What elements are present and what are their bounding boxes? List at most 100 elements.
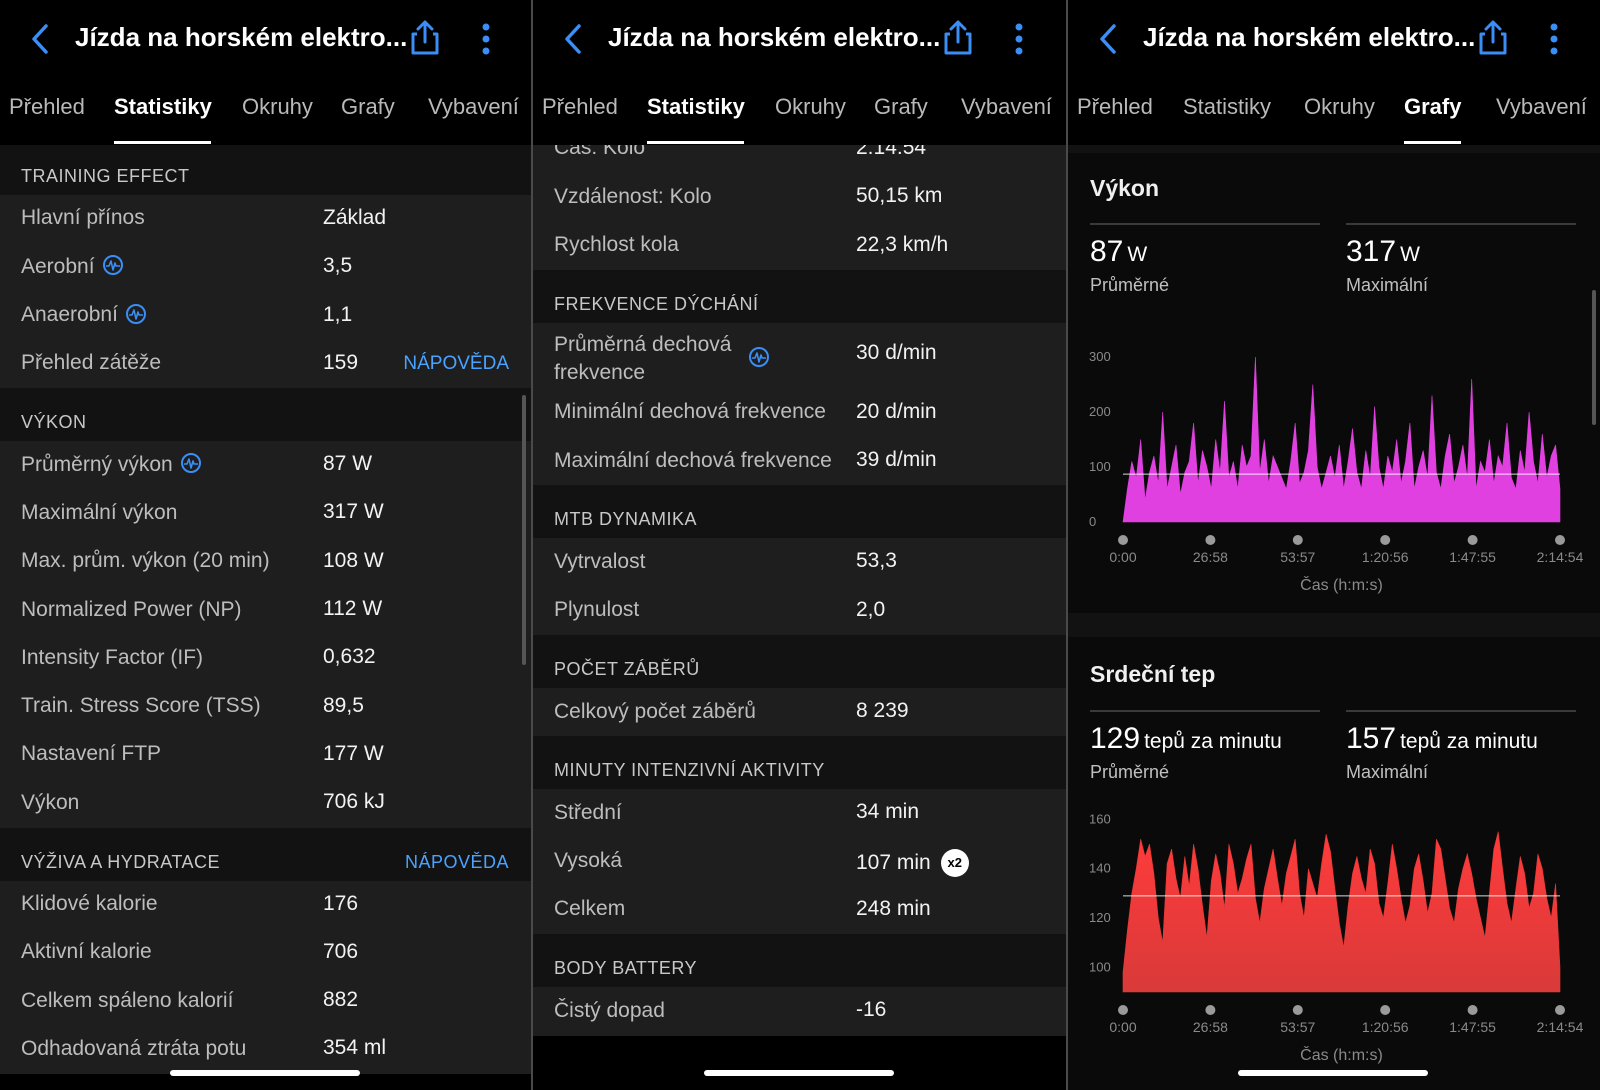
x-axis-label: Čas (h:m:s) xyxy=(1300,1045,1383,1064)
tab-prehled[interactable]: Přehled xyxy=(1077,94,1153,119)
stat-label: Aktivní kalorie xyxy=(21,940,152,964)
stat-label-text: Čas: Kolo xyxy=(554,145,646,160)
back-chevron-icon[interactable] xyxy=(26,20,54,58)
scroll-content: Čas: Kolo 2:14:54 Vzdálenost: Kolo 50,15 km… xyxy=(533,145,1066,1036)
x-axis-label: Čas (h:m:s) xyxy=(1300,575,1383,594)
x-tick-dot xyxy=(1205,1005,1216,1015)
info-icon[interactable] xyxy=(180,453,201,474)
back-chevron-icon[interactable] xyxy=(559,20,587,58)
avg-value: 129 tepů za minutu xyxy=(1090,722,1282,755)
x-tick-dot xyxy=(1205,535,1216,545)
stat-row: Přehled zátěže 159 NÁPOVĚDA xyxy=(0,339,531,389)
x-tick-dot xyxy=(1292,1005,1303,1015)
share-icon[interactable] xyxy=(941,18,975,56)
x-tick-label: 0:00 xyxy=(1109,1019,1136,1035)
phone-screen-statistics-1: Jízda na horském elektro... Přehled Stat… xyxy=(0,0,531,1090)
help-link[interactable]: NÁPOVĚDA xyxy=(404,851,509,872)
section-title: FREKVENCE DÝCHÁNÍ xyxy=(554,293,759,314)
stat-label-text: Train. Stress Score (TSS) xyxy=(21,694,261,718)
tab-okruhy[interactable]: Okruhy xyxy=(242,94,313,119)
x-tick-dot xyxy=(1467,535,1478,545)
stat-value: 20 d/min xyxy=(856,400,937,424)
tab-prehled[interactable]: Přehled xyxy=(542,94,618,119)
stat-row: Vysoká 107 min x2 xyxy=(533,837,1066,886)
stat-label: Max. prům. výkon (20 min) xyxy=(21,549,270,573)
info-icon[interactable] xyxy=(102,255,123,276)
stat-label-text: Průměrná dechová frekvence xyxy=(554,332,732,384)
avg-caption: Průměrné xyxy=(1090,762,1170,782)
info-icon[interactable] xyxy=(749,347,770,368)
tab-bar: Přehled Statistiky Okruhy Grafy Vybavení xyxy=(0,90,531,145)
tab-grafy[interactable]: Grafy xyxy=(874,94,928,119)
section-title: VÝŽIVA A HYDRATACE xyxy=(21,851,221,872)
stat-label-text: Normalized Power (NP) xyxy=(21,597,242,621)
tab-vybaveni[interactable]: Vybavení xyxy=(428,94,519,119)
stat-label-text: Anaerobní xyxy=(21,303,118,327)
activity-title: Jízda na horském elektro... xyxy=(608,22,941,52)
tab-statistiky[interactable]: Statistiky xyxy=(647,94,745,119)
power-area-chart[interactable]: 0 100 200 300 0:00 26:58 53:57 1:20:56 1:47:55 2:… xyxy=(1068,328,1600,613)
stat-row: Výkon 706 kJ xyxy=(0,779,531,828)
max-power-stat: 317 W Maximální xyxy=(1346,223,1576,295)
section-title: POČET ZÁBĚRŮ xyxy=(554,659,700,680)
stat-label: Vysoká xyxy=(554,849,622,873)
scrollbar[interactable] xyxy=(1592,290,1596,425)
activity-title: Jízda na horském elektro... xyxy=(1143,22,1476,52)
stat-label: Minimální dechová frekvence xyxy=(554,400,826,424)
stat-label-text: Nastavení FTP xyxy=(21,742,162,766)
stat-label-text: Průměrný výkon xyxy=(21,452,173,476)
more-options-icon[interactable] xyxy=(480,22,492,56)
stat-label: Maximální výkon xyxy=(21,500,177,524)
stat-value-text: 50,15 km xyxy=(856,184,943,208)
stat-label: Anaerobní xyxy=(21,303,146,327)
stat-label: Výkon xyxy=(21,790,79,814)
more-options-icon[interactable] xyxy=(1013,22,1025,56)
stat-value-text: 159 xyxy=(323,350,359,374)
section-header: MTB DYNAMIKA xyxy=(533,485,1066,539)
stat-value-text: 87 W xyxy=(323,452,373,476)
section-header: VÝŽIVA A HYDRATACE NÁPOVĚDA xyxy=(0,827,531,881)
stat-label: Intensity Factor (IF) xyxy=(21,645,203,669)
tab-okruhy[interactable]: Okruhy xyxy=(1304,94,1375,119)
info-icon[interactable] xyxy=(125,303,146,324)
stat-row: Normalized Power (NP) 112 W xyxy=(0,586,531,635)
tab-prehled[interactable]: Přehled xyxy=(9,94,85,119)
phone-screen-statistics-2: Jízda na horském elektro... Přehled Stat… xyxy=(533,0,1066,1090)
back-chevron-icon[interactable] xyxy=(1094,20,1122,58)
avg-caption: Průměrné xyxy=(1090,275,1170,295)
tab-grafy[interactable]: Grafy xyxy=(341,94,395,119)
section-header: POČET ZÁBĚRŮ xyxy=(533,635,1066,689)
stat-label-text: Intensity Factor (IF) xyxy=(21,645,204,669)
tab-statistiky[interactable]: Statistiky xyxy=(1183,94,1272,119)
share-icon[interactable] xyxy=(408,18,442,56)
tab-vybaveni[interactable]: Vybavení xyxy=(1496,94,1587,119)
statistics-list[interactable]: TRAINING EFFECT Hlavní přínos Základ Aerobn… xyxy=(0,145,531,1090)
help-link[interactable]: NÁPOVĚDA xyxy=(403,352,509,374)
stat-label: Maximální dechová frekvence xyxy=(554,448,832,472)
tab-okruhy[interactable]: Okruhy xyxy=(775,94,846,119)
stat-value-text: 20 d/min xyxy=(856,399,937,423)
tab-statistiky[interactable]: Statistiky xyxy=(114,94,212,119)
stat-label: Odhadovaná ztráta potu xyxy=(21,1036,246,1060)
stat-value: 354 ml xyxy=(323,1036,386,1060)
tab-grafy[interactable]: Grafy xyxy=(1404,94,1462,119)
scrollbar[interactable] xyxy=(522,395,526,665)
x-tick-dot xyxy=(1292,535,1303,545)
heart-rate-area-chart[interactable]: 100 120 140 160 0:00 26:58 53:57 1:20:56 1:47:55… xyxy=(1068,812,1600,1090)
statistics-list[interactable]: Čas: Kolo 2:14:54 Vzdálenost: Kolo 50,15 km… xyxy=(533,145,1066,1090)
stat-label-text: Vysoká xyxy=(554,849,623,873)
activity-title: Jízda na horském elektro... xyxy=(75,22,408,52)
section-title: VÝKON xyxy=(21,412,87,433)
tab-vybaveni[interactable]: Vybavení xyxy=(961,94,1052,119)
x-tick-label: 26:58 xyxy=(1193,1019,1228,1035)
x-tick-label: 53:57 xyxy=(1280,549,1315,565)
stat-value: 39 d/min xyxy=(856,448,937,472)
power-chart-card: Výkon 87 W Průměrné 317 W Maximální 0 100 20… xyxy=(1068,153,1600,613)
stat-label: Klidové kalorie xyxy=(21,892,158,916)
more-options-icon[interactable] xyxy=(1548,22,1560,56)
stat-label-text: Výkon xyxy=(21,790,80,814)
share-icon[interactable] xyxy=(1476,18,1510,56)
stat-row: Anaerobní 1,1 xyxy=(0,291,531,340)
x-tick-dot xyxy=(1380,535,1391,545)
x-tick-dot xyxy=(1467,1005,1478,1015)
